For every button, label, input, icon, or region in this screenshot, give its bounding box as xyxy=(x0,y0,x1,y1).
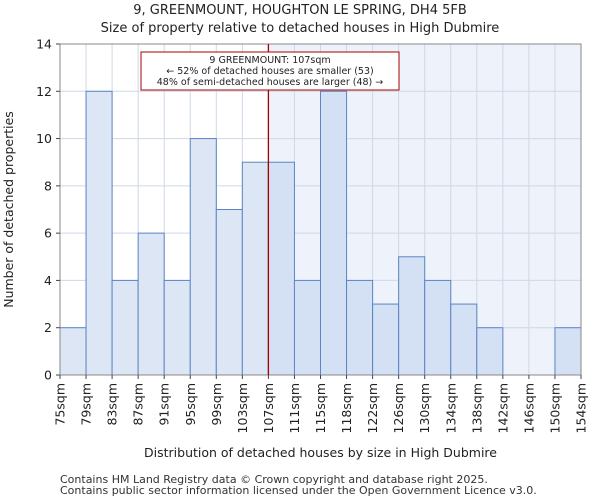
bar-111sqm xyxy=(293,279,322,376)
x-tick-label: 83sqm xyxy=(105,383,120,426)
footer-copyright: Contains HM Land Registry data © Crown c… xyxy=(60,473,488,486)
bar-126sqm xyxy=(398,256,426,376)
bar-130sqm xyxy=(424,279,452,376)
y-tick-label: 8 xyxy=(44,178,52,193)
bar-134sqm xyxy=(450,303,478,376)
x-axis-label: Distribution of detached houses by size … xyxy=(144,445,497,460)
x-tick-label: 130sqm xyxy=(417,383,432,433)
y-tick-label: 12 xyxy=(36,84,52,99)
y-tick-label: 4 xyxy=(44,273,52,288)
chart-subtitle: Size of property relative to detached ho… xyxy=(100,21,500,36)
bar-75sqm xyxy=(59,327,87,376)
x-tick-label: 150sqm xyxy=(547,383,562,433)
y-tick-label: 0 xyxy=(44,368,52,383)
bar-95sqm xyxy=(189,138,217,376)
bar-118sqm xyxy=(346,279,374,376)
x-axis-ticks: 75sqm 79sqm 83sqm 87sqm 91sqm 95sqm 99sqm 103sq… xyxy=(53,375,589,433)
y-tick-label: 10 xyxy=(36,131,52,146)
annotation-box xyxy=(140,51,400,91)
annotation-line-1: 9 GREENMOUNT: 107sqm xyxy=(209,55,330,66)
bar-122sqm xyxy=(372,303,400,376)
x-tick-label: 142sqm xyxy=(495,383,510,433)
y-tick-label: 14 xyxy=(36,37,52,52)
x-tick-label: 146sqm xyxy=(521,383,536,433)
bar-83sqm xyxy=(111,279,139,376)
x-tick-label: 95sqm xyxy=(183,383,198,426)
x-tick-label: 87sqm xyxy=(131,383,146,426)
footer-licence: Contains public sector information licen… xyxy=(60,484,537,497)
x-tick-label: 154sqm xyxy=(574,383,589,433)
bar-107sqm xyxy=(267,161,295,376)
x-tick-label: 122sqm xyxy=(365,383,380,433)
x-tick-label: 115sqm xyxy=(313,383,328,433)
x-tick-label: 75sqm xyxy=(53,383,68,426)
annotation-line-2: ← 52% of detached houses are smaller (53… xyxy=(166,66,373,77)
bar-115sqm xyxy=(320,90,348,376)
x-tick-label: 126sqm xyxy=(391,383,406,433)
bar-150sqm xyxy=(554,327,582,376)
x-tick-label: 111sqm xyxy=(287,383,302,433)
bar-138sqm xyxy=(476,327,504,376)
bar-79sqm xyxy=(85,90,113,376)
annotation-line-3: 48% of semi-detached houses are larger (… xyxy=(157,77,384,88)
bars-group xyxy=(59,90,582,376)
x-tick-label: 99sqm xyxy=(209,383,224,426)
x-tick-label: 107sqm xyxy=(261,383,276,433)
bar-91sqm xyxy=(163,279,191,376)
x-tick-label: 91sqm xyxy=(157,383,172,426)
chart-title: 9, GREENMOUNT, HOUGHTON LE SPRING, DH4 5… xyxy=(133,3,467,18)
y-axis-ticks: 0 2 4 6 8 10 12 14 xyxy=(36,37,60,383)
x-tick-label: 138sqm xyxy=(469,383,484,433)
x-tick-label: 134sqm xyxy=(443,383,458,433)
bar-99sqm xyxy=(215,209,243,376)
y-axis-label: Number of detached properties xyxy=(1,111,16,308)
y-tick-label: 2 xyxy=(44,320,52,335)
x-tick-label: 118sqm xyxy=(339,383,354,433)
x-tick-label: 103sqm xyxy=(235,383,250,433)
y-tick-label: 6 xyxy=(44,226,52,241)
bar-103sqm xyxy=(241,161,269,376)
bar-87sqm xyxy=(137,232,165,376)
x-tick-label: 79sqm xyxy=(79,383,94,426)
